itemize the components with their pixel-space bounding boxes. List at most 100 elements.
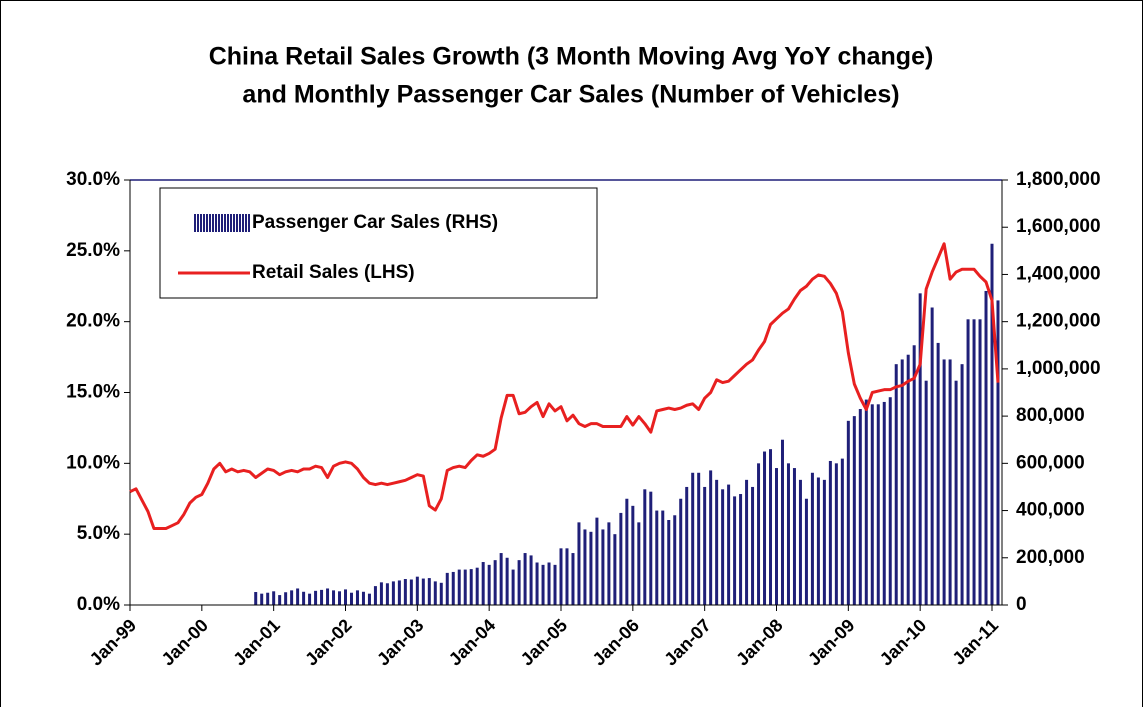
bar xyxy=(661,510,665,605)
bar xyxy=(840,458,844,605)
chart-title: and Monthly Passenger Car Sales (Number … xyxy=(242,81,899,109)
bar xyxy=(882,401,886,605)
bar xyxy=(804,498,808,605)
legend-swatch xyxy=(233,214,235,232)
bar xyxy=(349,592,353,605)
bar xyxy=(409,579,413,605)
legend-swatch xyxy=(215,214,217,232)
bar xyxy=(727,484,731,605)
legend-swatch xyxy=(227,214,229,232)
bar xyxy=(290,590,294,605)
bar xyxy=(601,529,605,605)
bar xyxy=(481,562,485,605)
bar xyxy=(816,477,820,605)
bar xyxy=(834,463,838,605)
bar xyxy=(284,592,288,605)
bar xyxy=(763,451,767,605)
y2-tick-label: 0 xyxy=(1016,594,1027,615)
bar xyxy=(990,243,994,605)
legend-label: Retail Sales (LHS) xyxy=(252,262,415,283)
bar xyxy=(553,564,557,605)
bar xyxy=(439,582,443,605)
legend-swatch xyxy=(197,214,199,232)
bar xyxy=(673,515,677,605)
bar xyxy=(942,359,946,605)
bar xyxy=(852,416,856,605)
bar xyxy=(637,522,641,605)
bar xyxy=(427,578,431,605)
bar xyxy=(984,290,988,605)
bar xyxy=(966,319,970,605)
bar xyxy=(607,522,611,605)
bar xyxy=(266,592,270,605)
y2-tick-label: 200,000 xyxy=(1016,547,1085,568)
bar xyxy=(493,560,497,605)
bar xyxy=(361,591,365,605)
bar xyxy=(972,319,976,605)
bar xyxy=(846,420,850,605)
bar xyxy=(451,571,455,605)
bar xyxy=(326,588,330,605)
bar xyxy=(703,486,707,605)
bar xyxy=(751,486,755,605)
bar xyxy=(739,494,743,605)
bar xyxy=(344,589,347,605)
y2-tick-label: 400,000 xyxy=(1016,500,1085,521)
bar xyxy=(876,404,880,605)
bar xyxy=(391,581,395,605)
bar xyxy=(332,590,336,605)
y2-tick-label: 1,400,000 xyxy=(1016,263,1101,284)
bar xyxy=(906,354,910,605)
bar xyxy=(397,580,401,605)
legend-swatch xyxy=(239,214,241,232)
bar xyxy=(918,293,922,605)
bar xyxy=(529,555,533,605)
bar xyxy=(924,380,928,605)
y-tick-label: 15.0% xyxy=(66,382,120,403)
bar xyxy=(415,576,419,605)
bar xyxy=(769,449,773,605)
bar xyxy=(475,567,479,605)
legend-swatch xyxy=(200,214,202,232)
bar xyxy=(679,498,683,605)
y2-tick-label: 600,000 xyxy=(1016,452,1085,473)
bar xyxy=(338,591,342,605)
bar xyxy=(571,553,575,605)
legend-swatch xyxy=(248,214,250,232)
bar xyxy=(667,520,671,605)
bar xyxy=(978,319,982,605)
legend-swatch xyxy=(218,214,220,232)
bar xyxy=(625,498,629,605)
bar xyxy=(421,578,425,605)
bar xyxy=(858,409,862,605)
bar xyxy=(613,534,617,605)
bar xyxy=(733,496,737,605)
legend-swatch xyxy=(212,214,214,232)
bar xyxy=(775,468,778,605)
bar xyxy=(780,439,784,605)
line xyxy=(129,242,1000,530)
bar xyxy=(930,307,934,605)
bar xyxy=(541,564,545,605)
bar xyxy=(505,557,509,605)
legend-label: Passenger Car Sales (RHS) xyxy=(252,212,498,233)
bar xyxy=(469,569,473,605)
chart-title: China Retail Sales Growth (3 Month Movin… xyxy=(209,43,934,71)
bar xyxy=(649,491,653,605)
bar xyxy=(655,510,659,605)
bar xyxy=(894,364,898,605)
bar xyxy=(786,463,790,605)
legend-swatch xyxy=(203,214,205,232)
bar xyxy=(314,590,318,605)
bar xyxy=(565,548,569,605)
y-tick-label: 20.0% xyxy=(66,311,120,332)
legend-swatch xyxy=(230,214,232,232)
legend-swatch xyxy=(242,214,244,232)
legend-swatch xyxy=(206,214,208,232)
legend-swatch xyxy=(245,214,247,232)
legend-swatch xyxy=(236,214,238,232)
bar xyxy=(499,553,503,605)
bar xyxy=(709,470,713,605)
legend-swatch xyxy=(194,214,196,232)
y-tick-label: 30.0% xyxy=(66,169,120,190)
